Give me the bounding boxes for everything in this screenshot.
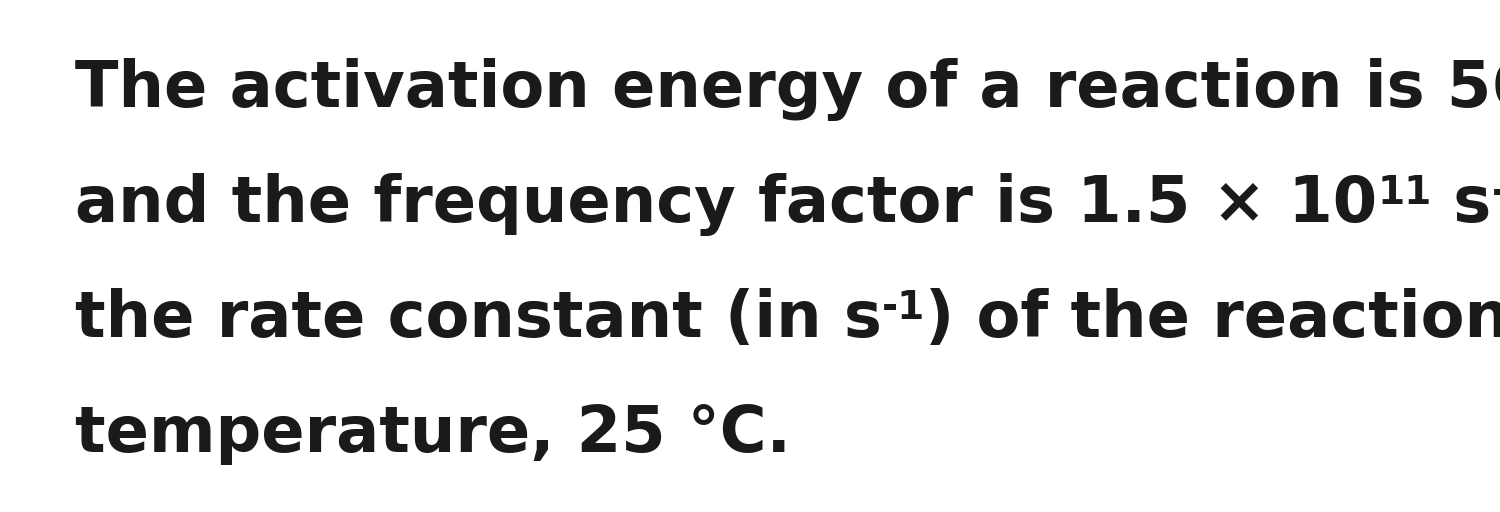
Text: the rate constant (in s: the rate constant (in s bbox=[75, 288, 882, 350]
Text: s: s bbox=[1431, 173, 1491, 235]
Text: 11: 11 bbox=[1377, 174, 1431, 212]
Text: ) of the reaction at room: ) of the reaction at room bbox=[926, 288, 1500, 350]
Text: temperature, 25 °C.: temperature, 25 °C. bbox=[75, 403, 790, 465]
Text: -1: -1 bbox=[1491, 174, 1500, 212]
Text: and the frequency factor is 1.5 × 10: and the frequency factor is 1.5 × 10 bbox=[75, 173, 1377, 236]
Text: -1: -1 bbox=[882, 289, 926, 327]
Text: The activation energy of a reaction is 56.8 kJ/mol: The activation energy of a reaction is 5… bbox=[75, 58, 1500, 121]
